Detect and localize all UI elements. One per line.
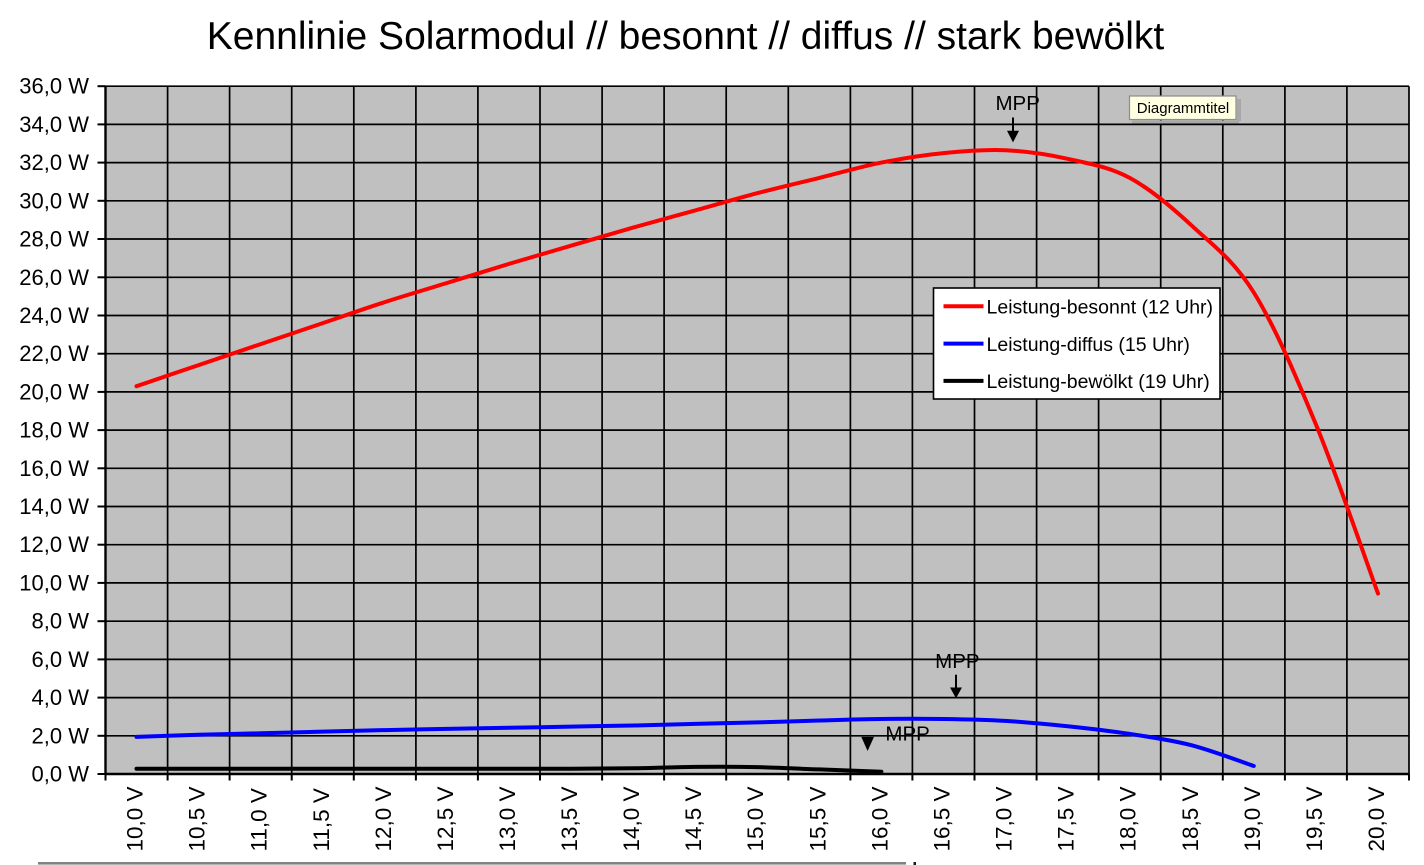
svg-text:17,0 V: 17,0 V — [992, 786, 1017, 851]
svg-text:4,0 W: 4,0 W — [32, 685, 90, 710]
svg-text:Kennlinie Solarmodul // besonn: Kennlinie Solarmodul // besonnt // diffu… — [207, 15, 1165, 58]
svg-text:10,0 W: 10,0 W — [19, 570, 89, 595]
svg-text:10,0 V: 10,0 V — [123, 786, 148, 851]
svg-text:11,0 V: 11,0 V — [247, 788, 272, 851]
svg-text:Leistung-diffus (15 Uhr): Leistung-diffus (15 Uhr) — [987, 334, 1190, 356]
svg-text:22,0 W: 22,0 W — [19, 341, 89, 366]
svg-text:30,0 W: 30,0 W — [19, 188, 89, 213]
svg-text:6,0 W: 6,0 W — [32, 647, 90, 672]
svg-text:20,0 W: 20,0 W — [19, 379, 89, 404]
svg-text:12,0 W: 12,0 W — [19, 532, 89, 557]
svg-text:0,0 W: 0,0 W — [32, 762, 90, 787]
svg-text:14,0 W: 14,0 W — [19, 494, 89, 519]
svg-text:13,0 V: 13,0 V — [495, 786, 520, 851]
svg-text:19,5 V: 19,5 V — [1302, 786, 1327, 851]
svg-text:MPP: MPP — [935, 650, 979, 673]
svg-text:26,0 W: 26,0 W — [19, 265, 89, 290]
svg-text:36,0 W: 36,0 W — [19, 74, 89, 99]
svg-text:15,0 V: 15,0 V — [743, 786, 768, 851]
svg-text:Leistung-bewölkt (19 Uhr): Leistung-bewölkt (19 Uhr) — [987, 371, 1210, 393]
svg-text:20,0 V: 20,0 V — [1364, 786, 1389, 851]
svg-text:34,0 W: 34,0 W — [19, 112, 89, 137]
svg-text:28,0 W: 28,0 W — [19, 227, 89, 252]
svg-text:Diagrammtitel: Diagrammtitel — [1137, 100, 1230, 117]
svg-text:14,0 V: 14,0 V — [619, 786, 644, 851]
svg-text:MPP: MPP — [995, 92, 1039, 115]
svg-text:18,5 V: 18,5 V — [1178, 786, 1203, 851]
svg-text:16,0 V: 16,0 V — [867, 786, 892, 851]
svg-text:24,0 W: 24,0 W — [19, 303, 89, 328]
svg-text:18,0 V: 18,0 V — [1116, 786, 1141, 851]
svg-text:MPP: MPP — [885, 723, 929, 746]
svg-text:Leistung-besonnt (12 Uhr): Leistung-besonnt (12 Uhr) — [987, 297, 1214, 319]
svg-text:10,5 V: 10,5 V — [185, 786, 210, 851]
svg-text:17,5 V: 17,5 V — [1054, 786, 1079, 851]
svg-text:12,0 V: 12,0 V — [371, 786, 396, 851]
svg-text:18,0 W: 18,0 W — [19, 418, 89, 443]
svg-text:11,5 V: 11,5 V — [309, 788, 334, 851]
svg-text:32,0 W: 32,0 W — [19, 150, 89, 175]
svg-text:8,0 W: 8,0 W — [32, 609, 90, 634]
svg-text:16,0 W: 16,0 W — [19, 456, 89, 481]
svg-text:14,5 V: 14,5 V — [681, 786, 706, 851]
svg-text:19,0 V: 19,0 V — [1240, 786, 1265, 851]
svg-text:15,5 V: 15,5 V — [805, 786, 830, 851]
svg-text:2,0 W: 2,0 W — [32, 723, 90, 748]
svg-text:12,5 V: 12,5 V — [433, 786, 458, 851]
svg-text:16,5 V: 16,5 V — [930, 786, 955, 851]
svg-text:13,5 V: 13,5 V — [557, 786, 582, 851]
